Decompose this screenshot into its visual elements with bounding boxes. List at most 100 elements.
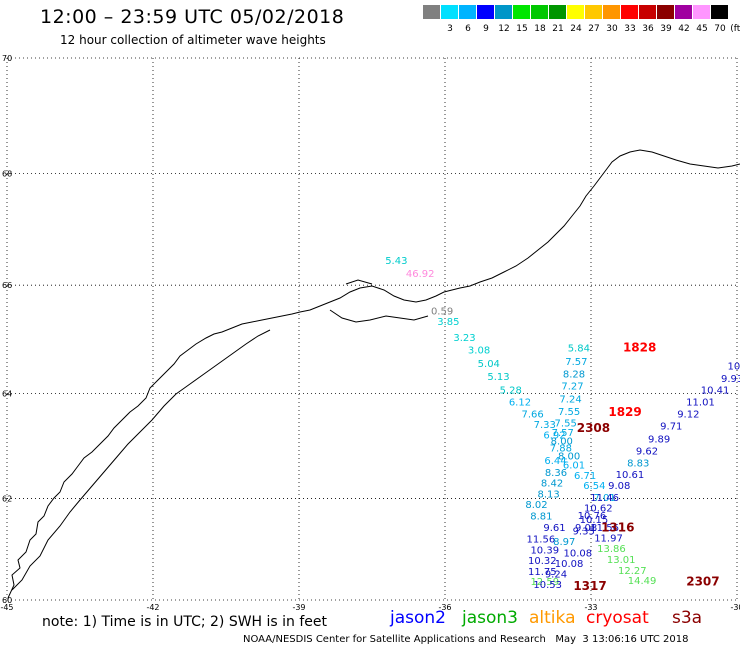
legend-swatch [531, 5, 548, 19]
wave-height-reading: 8.83 [627, 458, 649, 469]
satellite-cryosat-label: cryosat [586, 608, 649, 628]
pass-time-stamp: 1828 [623, 341, 656, 355]
wave-height-reading: 5.28 [500, 386, 522, 397]
legend-label: 12 [498, 24, 510, 34]
wave-height-reading: 6.54 [583, 481, 605, 492]
wave-height-reading: 11.97 [594, 534, 623, 545]
legend-label: 36 [642, 24, 654, 34]
wave-height-reading: 0.59 [431, 306, 453, 317]
wave-height-reading: 7.57 [565, 357, 587, 368]
legend-unit: (ft) [730, 24, 740, 34]
wave-height-reading: 8.00 [551, 436, 573, 447]
satellite-jason2-label: jason2 [390, 608, 446, 628]
wave-height-reading: 8.00 [558, 452, 580, 463]
wave-height-reading: 10.53 [533, 580, 562, 591]
wave-height-reading: 8.97 [553, 537, 575, 548]
legend-label: 33 [624, 24, 636, 34]
legend-label: 6 [465, 24, 471, 34]
footer-credit: NOAA/NESDIS Center for Satellite Applica… [243, 634, 689, 645]
wave-height-reading: 7.66 [521, 410, 543, 421]
wave-height-reading: 9.24 [545, 569, 567, 580]
wave-height-reading: 10.15 [580, 515, 609, 526]
pass-time-stamp: 2307 [686, 575, 719, 589]
legend-label: 30 [606, 24, 618, 34]
legend-label: 42 [678, 24, 690, 34]
legend-swatch [567, 5, 584, 19]
wave-height-reading: 8.36 [545, 468, 567, 479]
lat-lon-grid [6, 57, 738, 601]
wave-height-reading: 9.08 [608, 481, 630, 492]
wave-height-reading: 6.44 [544, 456, 566, 467]
greenland-coastline [7, 149, 740, 599]
longitude-label: -45 [0, 603, 13, 612]
wave-height-reading: 9.89 [648, 434, 670, 445]
legend-swatch [477, 5, 494, 19]
legend-swatch [621, 5, 638, 19]
pass-time-stamp: 1829 [608, 405, 641, 419]
legend-label: 39 [660, 24, 672, 34]
pass-time-stamp: 1317 [573, 579, 606, 593]
legend-swatch [603, 5, 620, 19]
wave-height-reading: 10.61 [616, 470, 645, 481]
latitude-label: 66 [2, 281, 12, 290]
satellite-altika-label: altika [529, 608, 576, 628]
latitude-label: 70 [2, 54, 12, 63]
legend-swatch [657, 5, 674, 19]
chart-subtitle: 12 hour collection of altimeter wave hei… [60, 33, 326, 47]
wave-height-reading: 11.56 [527, 535, 556, 546]
wave-height-reading: 7.88 [550, 444, 572, 455]
legend-label: 9 [483, 24, 489, 34]
legend-swatch [549, 5, 566, 19]
wave-height-reading: 7.33 [534, 420, 556, 431]
wave-height-reading: 5.04 [478, 359, 500, 370]
pass-time-stamp: 2308 [577, 421, 610, 435]
wave-height-reading: 10.41 [701, 386, 730, 397]
longitude-label: -42 [146, 603, 159, 612]
longitude-label: -39 [292, 603, 305, 612]
wave-height-reading: 11.46 [590, 493, 619, 504]
legend-label: 3 [447, 24, 453, 34]
pass-time-stamp: 1316 [601, 520, 634, 534]
latitude-label: 60 [2, 596, 12, 605]
wave-height-reading: 11.75 [528, 567, 557, 578]
wave-height-reading: 6.71 [574, 471, 596, 482]
satellite-jason3-label: jason3 [462, 608, 518, 628]
wave-height-reading: 9.08 [575, 523, 597, 534]
wave-height-reading: 3.23 [453, 333, 475, 344]
wave-height-reading: 8.28 [563, 370, 585, 381]
wave-height-reading: 8.81 [530, 512, 552, 523]
wave-height-reading: 10.76 [578, 511, 607, 522]
latitude-label: 68 [2, 169, 12, 178]
wave-height-reading: 5.43 [385, 256, 407, 267]
legend-label: 18 [534, 24, 546, 34]
wave-height-reading: 11.01 [686, 397, 715, 408]
footer-note: note: 1) Time is in UTC; 2) SWH is in fe… [42, 614, 328, 630]
legend-label: 45 [696, 24, 708, 34]
observation-layer: 5.43 46.92 0.593.85 3.233.08 5.04 5.13 5.286.1… [385, 256, 740, 591]
legend-swatch [495, 5, 512, 19]
wave-height-reading: 12.59 [530, 577, 559, 588]
wave-height-reading: 8.13 [538, 490, 560, 501]
wave-height-reading: 9.12 [677, 410, 699, 421]
wave-height-reading: 10.33 [728, 362, 740, 373]
wave-height-reading: 9.62 [636, 446, 658, 457]
legend-label: 70 [714, 24, 726, 34]
wave-height-reading: 14.49 [628, 576, 657, 587]
wave-height-reading: 7.57 [552, 428, 574, 439]
longitude-label: -36 [438, 603, 451, 612]
wave-height-reading: 8.02 [525, 500, 547, 511]
time-stamp-layer: 1828 1829 2308 1316 1317 2307 [573, 341, 719, 593]
wave-height-reading: 7.55 [558, 407, 580, 418]
wave-height-reading: 7.01 [593, 493, 615, 504]
wave-height-reading: 5.84 [568, 344, 590, 355]
satellite-s3a-label: s3a [672, 608, 703, 628]
chart-title: 12:00 – 23:59 UTC 05/02/2018 [40, 6, 345, 28]
wave-height-reading: 6.92 [543, 431, 565, 442]
legend-swatch [513, 5, 530, 19]
legend-label: 24 [570, 24, 582, 34]
legend-label: 15 [516, 24, 528, 34]
wave-height-reading: 10.39 [530, 545, 559, 556]
wave-height-reading: 13.01 [607, 555, 636, 566]
legend-swatch [675, 5, 692, 19]
